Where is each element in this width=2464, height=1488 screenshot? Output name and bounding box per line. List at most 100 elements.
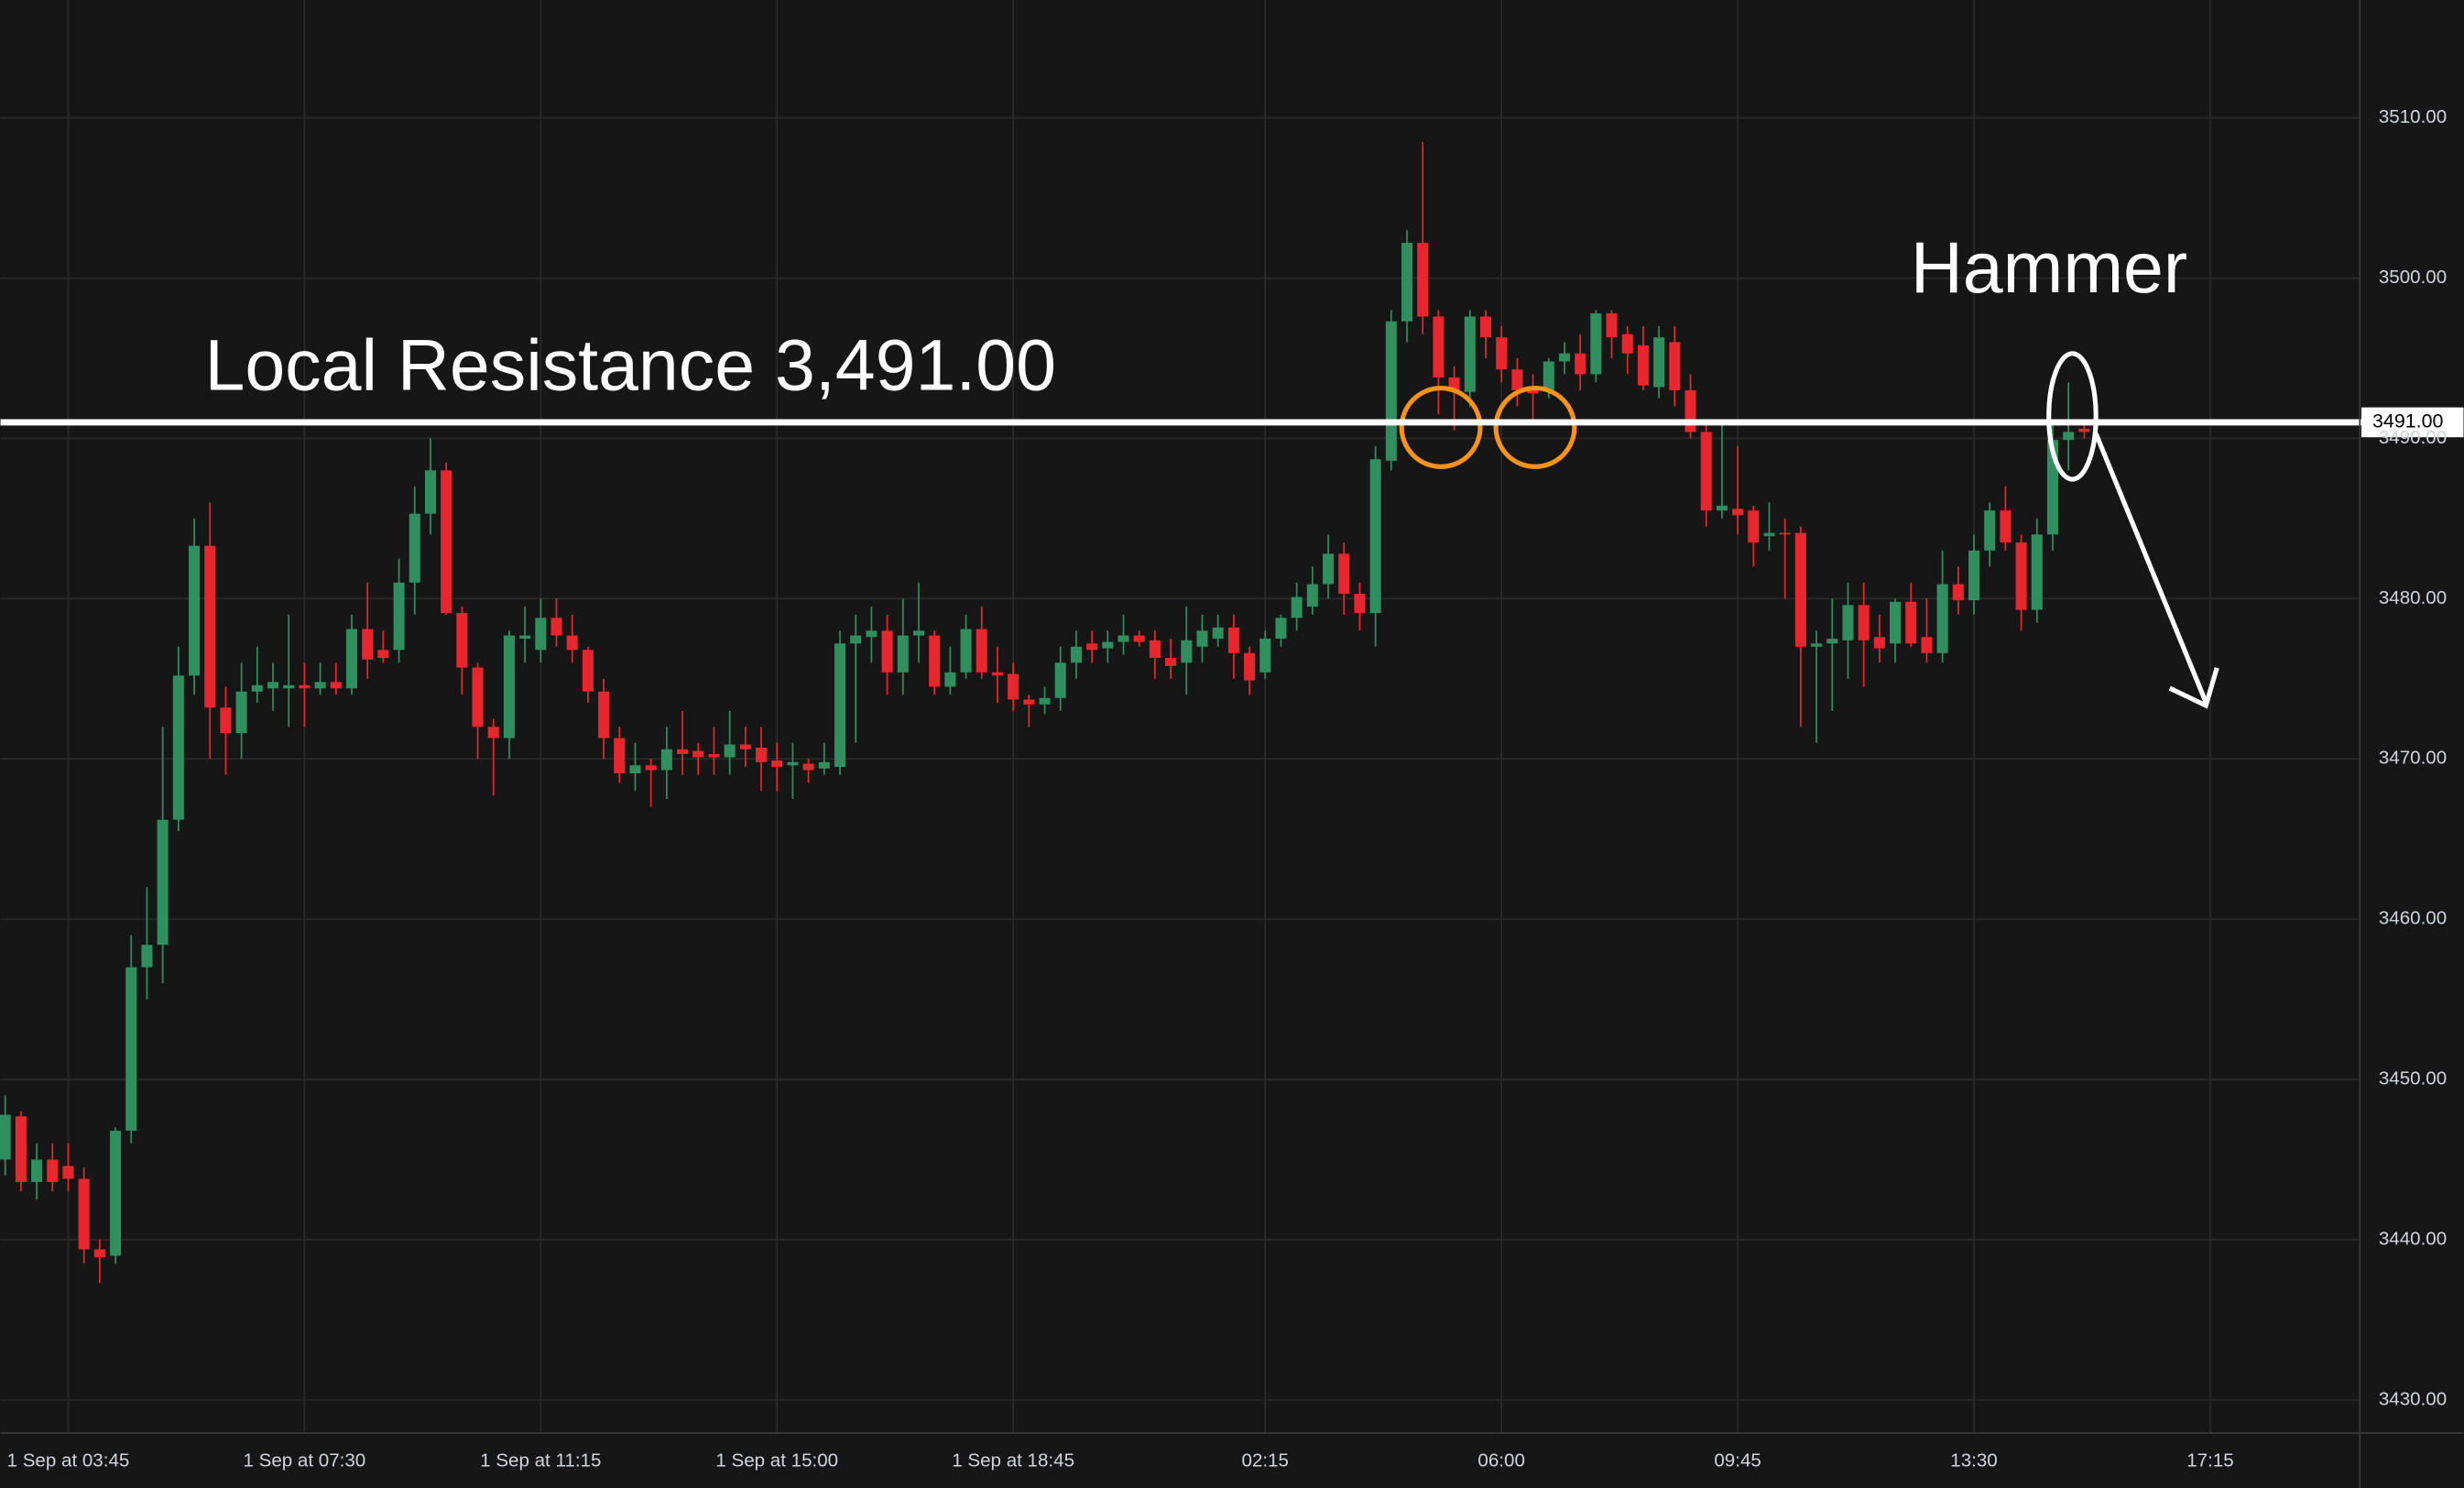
- candle-body: [1575, 353, 1586, 375]
- y-tick-label: 3450.00: [2379, 1068, 2447, 1089]
- candle-body: [1968, 550, 1980, 601]
- candle-body: [1748, 510, 1760, 543]
- candle-body: [503, 635, 515, 739]
- candle-body: [141, 945, 153, 968]
- candle-body: [299, 684, 311, 689]
- candle-body: [345, 629, 357, 689]
- x-tick-label: 17:15: [2186, 1450, 2233, 1471]
- overlay: Local Resistance 3,491.00 Hammer 3491.00: [0, 227, 2464, 709]
- candle-body: [677, 749, 689, 755]
- candle-body: [960, 629, 972, 673]
- candle-body: [1039, 697, 1051, 705]
- candle-body: [1826, 639, 1838, 644]
- candle-body: [1811, 643, 1823, 647]
- candle-body: [15, 1116, 27, 1183]
- candle-body: [220, 707, 232, 734]
- candle-body: [724, 744, 736, 758]
- candle-body: [1338, 553, 1350, 595]
- candle-body: [189, 545, 201, 676]
- y-tick-label: 3500.00: [2379, 267, 2447, 288]
- x-tick-label: 1 Sep at 03:45: [7, 1450, 130, 1471]
- candle-body: [912, 630, 924, 636]
- candle-body: [1196, 630, 1208, 647]
- candle-body: [1779, 532, 1791, 535]
- price-label: 3491.00: [2372, 410, 2444, 432]
- candle-body: [393, 582, 405, 651]
- candle-body: [1102, 641, 1114, 649]
- candle-body: [1606, 312, 1618, 338]
- x-tick-label: 1 Sep at 15:00: [715, 1450, 838, 1471]
- candle-body: [866, 630, 878, 638]
- candle-body: [0, 1114, 11, 1160]
- arrow-head: [2168, 667, 2219, 709]
- candle-body: [441, 470, 452, 614]
- candle-body: [1952, 584, 1964, 601]
- candle-body: [739, 744, 751, 749]
- candle-body: [1700, 432, 1712, 511]
- candle-body: [330, 682, 342, 689]
- candle-body: [78, 1178, 90, 1250]
- candle-body: [897, 635, 909, 673]
- y-tick-label: 3490.00: [2379, 427, 2447, 448]
- candle-body: [771, 760, 783, 768]
- candle-body: [1621, 334, 1633, 354]
- x-tick-label: 1 Sep at 11:15: [480, 1450, 601, 1471]
- candle-body: [251, 684, 263, 692]
- candle-body: [1008, 673, 1019, 700]
- candle-body: [283, 684, 295, 689]
- y-tick-label: 3480.00: [2379, 587, 2447, 608]
- hammer-annotation: Hammer: [1911, 227, 2187, 308]
- resistance-annotation: Local Resistance 3,491.00: [204, 324, 1056, 405]
- candles: [0, 141, 2090, 1284]
- candle-body: [881, 630, 893, 673]
- hammer-ellipse: [2046, 351, 2099, 482]
- candle-body: [1543, 361, 1554, 390]
- candle-body: [1496, 337, 1508, 370]
- candle-body: [660, 749, 672, 771]
- candle-body: [1023, 699, 1035, 705]
- candle-body: [93, 1249, 105, 1258]
- candle-body: [582, 650, 594, 692]
- candle-body: [125, 967, 137, 1132]
- candle-body: [157, 819, 169, 946]
- candle-body: [1244, 652, 1256, 681]
- candle-body: [1763, 532, 1775, 537]
- candle-body: [1275, 618, 1287, 640]
- candle-body: [1165, 658, 1177, 666]
- candle-body: [2000, 510, 2012, 543]
- candle-body: [850, 635, 862, 644]
- candle-body: [818, 761, 830, 769]
- candle-body: [456, 613, 468, 668]
- candle-body: [1133, 635, 1145, 642]
- x-tick-label: 06:00: [1477, 1450, 1524, 1471]
- candle-body: [1921, 637, 1933, 653]
- candle-body: [31, 1159, 43, 1183]
- candle-body: [1401, 243, 1413, 322]
- candle-body: [1936, 584, 1948, 653]
- candle-body: [566, 635, 578, 651]
- candle-body: [314, 682, 326, 689]
- candle-body: [1259, 639, 1271, 673]
- candle-body: [1054, 662, 1066, 698]
- candle-body: [1684, 389, 1696, 432]
- candle-body: [47, 1159, 59, 1183]
- candle-body: [1227, 627, 1239, 653]
- candle-body: [2015, 542, 2027, 610]
- x-tick-label: 13:30: [1950, 1450, 1997, 1471]
- candle-body: [944, 672, 956, 687]
- candle-body: [929, 635, 941, 687]
- candle-body: [1637, 345, 1649, 386]
- price-label-box: [2361, 407, 2464, 438]
- candle-body: [204, 545, 216, 708]
- x-tick-label: 1 Sep at 18:45: [952, 1450, 1074, 1471]
- x-tick-label: 09:45: [1714, 1450, 1761, 1471]
- candle-body: [1433, 316, 1445, 377]
- candle-body: [487, 727, 499, 739]
- candle-body: [519, 635, 531, 640]
- candle-body: [756, 748, 768, 762]
- candle-body: [1716, 505, 1728, 511]
- candle-body: [1905, 601, 1917, 644]
- candle-body: [976, 629, 987, 673]
- candle-body: [2063, 432, 2075, 441]
- candle-body: [1464, 316, 1476, 392]
